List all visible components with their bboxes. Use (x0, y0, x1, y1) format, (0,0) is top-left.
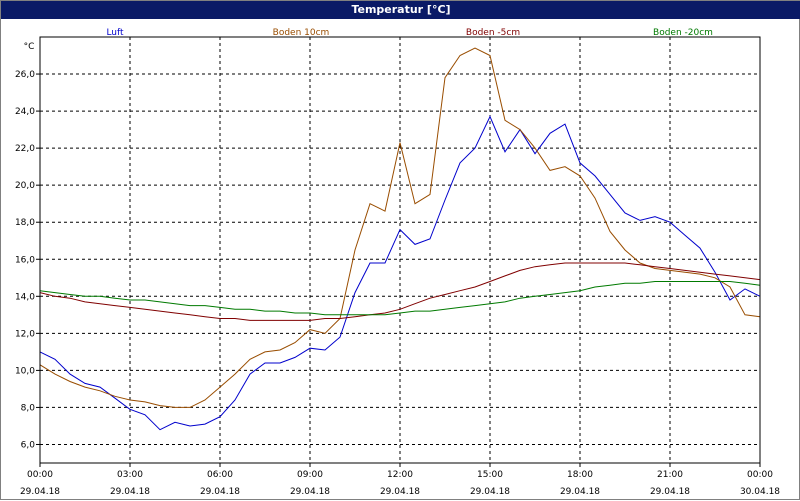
x-tick-date: 30.04.18 (740, 487, 780, 497)
x-tick-date: 29.04.18 (20, 487, 60, 497)
legend-entry: Luft (106, 28, 124, 38)
y-tick-label: 24,0 (15, 107, 35, 117)
axes (36, 36, 761, 467)
legend-entry: Boden -20cm (653, 28, 713, 38)
y-tick-label: 20,0 (15, 181, 35, 191)
x-tick-date: 29.04.18 (290, 487, 330, 497)
x-tick-date: 29.04.18 (380, 487, 420, 497)
series-line-boden-20cm (39, 281, 761, 316)
x-tick-time: 00:00 (747, 470, 773, 480)
y-tick-label: 22,0 (15, 144, 35, 154)
x-tick-time: 03:00 (117, 470, 143, 480)
x-tick-time: 00:00 (27, 470, 53, 480)
series-line-luft (39, 115, 761, 431)
series-line-boden-5cm (39, 262, 761, 321)
legend-entry: Boden -5cm (466, 28, 520, 38)
y-tick-label: 14,0 (15, 292, 35, 302)
y-tick-label: 6,0 (21, 440, 36, 450)
y-tick-label: 18,0 (15, 218, 35, 228)
x-tick-date: 29.04.18 (560, 487, 600, 497)
x-tick-date: 29.04.18 (110, 487, 150, 497)
y-tick-label: 8,0 (21, 403, 36, 413)
x-tick-date: 29.04.18 (470, 487, 510, 497)
y-tick-label: 16,0 (15, 255, 35, 265)
x-tick-time: 09:00 (297, 470, 323, 480)
x-tick-time: 15:00 (477, 470, 503, 480)
plot-border (39, 36, 761, 464)
series-line-boden-10cm (39, 47, 761, 408)
series-lines (39, 47, 761, 431)
y-tick-label: 12,0 (15, 329, 35, 339)
x-tick-date: 29.04.18 (200, 487, 240, 497)
x-tick-time: 06:00 (207, 470, 233, 480)
y-tick-label: 26,0 (15, 70, 35, 80)
legend-entry: Boden 10cm (273, 28, 330, 38)
y-tick-label: 10,0 (15, 366, 35, 376)
x-tick-time: 12:00 (387, 470, 413, 480)
x-tick-time: 21:00 (657, 470, 683, 480)
x-tick-date: 29.04.18 (650, 487, 690, 497)
chart-title: Temperatur [°C] (1, 1, 800, 19)
grid (40, 37, 760, 463)
x-tick-time: 18:00 (567, 470, 593, 480)
labels: 6,0 8,0 10,0 12,0 14,0 16,0 18,0 20,0 22,0 24,0 26… (15, 28, 780, 497)
y-axis-label: °C (24, 42, 35, 52)
